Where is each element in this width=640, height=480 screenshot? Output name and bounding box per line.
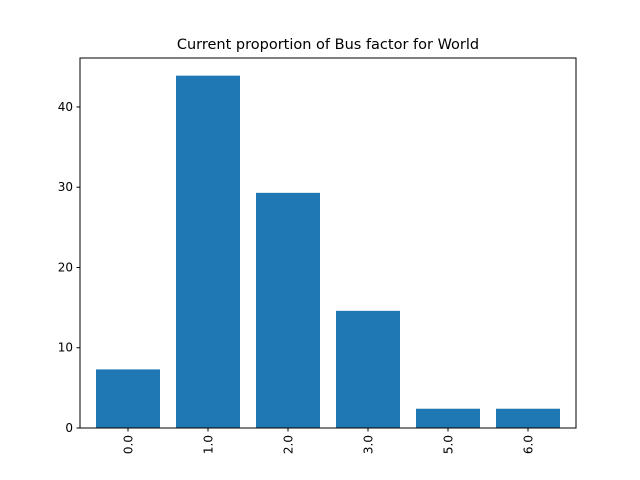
bar-6.0 [496, 408, 560, 428]
bar-3.0 [336, 310, 400, 428]
bars-group [96, 75, 560, 429]
y-tick-label: 0 [65, 421, 73, 435]
bar-2.0 [256, 192, 320, 428]
y-tick-label: 10 [58, 341, 73, 355]
bar-1.0 [176, 75, 240, 429]
chart-title: Current proportion of Bus factor for Wor… [177, 37, 479, 53]
x-tick-label: 2.0 [282, 435, 296, 454]
y-tick-label: 40 [58, 100, 73, 114]
bar-5.0 [416, 408, 480, 428]
x-tick-label: 1.0 [202, 435, 216, 454]
x-axis: 0.0 1.0 2.0 3.0 5.0 6.0 [122, 428, 536, 454]
x-tick-label: 0.0 [122, 435, 136, 454]
plot-frame [79, 57, 577, 429]
y-tick-label: 30 [58, 180, 73, 194]
y-tick-label: 20 [58, 260, 73, 274]
bar-0.0 [96, 369, 160, 428]
x-tick-label: 6.0 [522, 435, 536, 454]
x-tick-label: 5.0 [442, 435, 456, 454]
x-tick-label: 3.0 [362, 435, 376, 454]
y-axis: 0 10 20 30 40 [58, 100, 80, 435]
